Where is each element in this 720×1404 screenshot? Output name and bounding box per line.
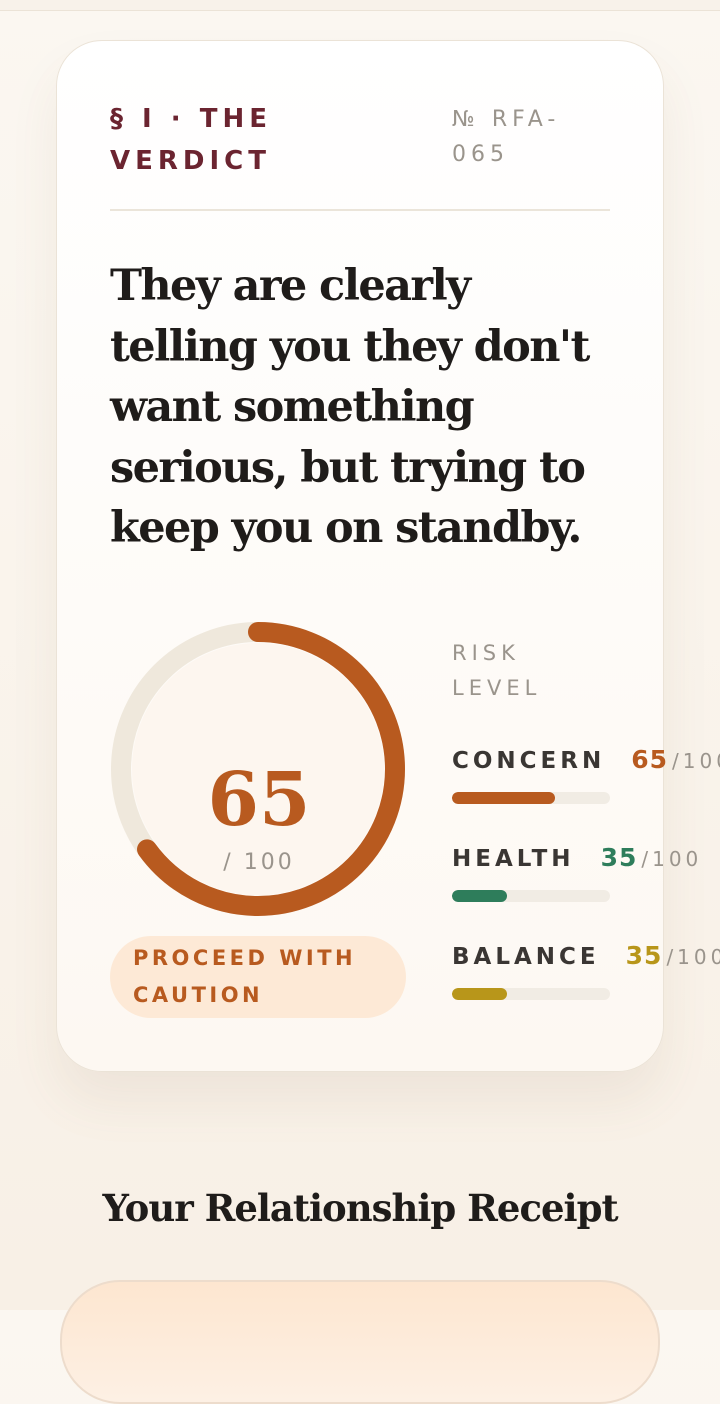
metric-max: /100 — [672, 749, 720, 773]
metric-row: CONCERN 65/100 — [452, 745, 720, 774]
gauge — [111, 622, 405, 916]
gauge-inner — [132, 643, 384, 895]
status-badge: PROCEED WITH CAUTION — [110, 936, 406, 1018]
metric-row: BALANCE 35/100 — [452, 941, 720, 970]
metric-name: CONCERN — [452, 748, 606, 774]
risk-label: RISK LEVEL — [452, 641, 542, 700]
top-bar — [0, 0, 720, 11]
metric-track — [452, 890, 610, 902]
metric-value: 35 — [600, 843, 638, 872]
metric-bar — [452, 792, 555, 804]
metric-max: /100 — [641, 847, 703, 871]
metric-value: 35 — [625, 941, 663, 970]
metric-name: BALANCE — [452, 944, 600, 970]
metric-name: HEALTH — [452, 846, 575, 872]
metric-bar — [452, 988, 508, 1000]
metric-track — [452, 988, 610, 1000]
metric-track — [452, 792, 610, 804]
metric-value: 65 — [631, 745, 669, 774]
score-max: / 100 — [223, 850, 295, 875]
headline: They are clearly telling you they don't … — [110, 261, 590, 553]
gauge-arc — [111, 622, 405, 916]
metric-bar — [452, 890, 508, 902]
receipt-card — [60, 1280, 660, 1404]
reference: № RFA-065 — [452, 107, 561, 167]
metric-row: HEALTH 35/100 — [452, 843, 702, 872]
divider — [110, 209, 610, 211]
score: 65 — [207, 757, 311, 843]
metric-max: /100 — [666, 945, 720, 969]
receipt-title: Your Relationship Receipt — [102, 1186, 618, 1230]
section-label: § I · THE VERDICT — [110, 104, 272, 176]
